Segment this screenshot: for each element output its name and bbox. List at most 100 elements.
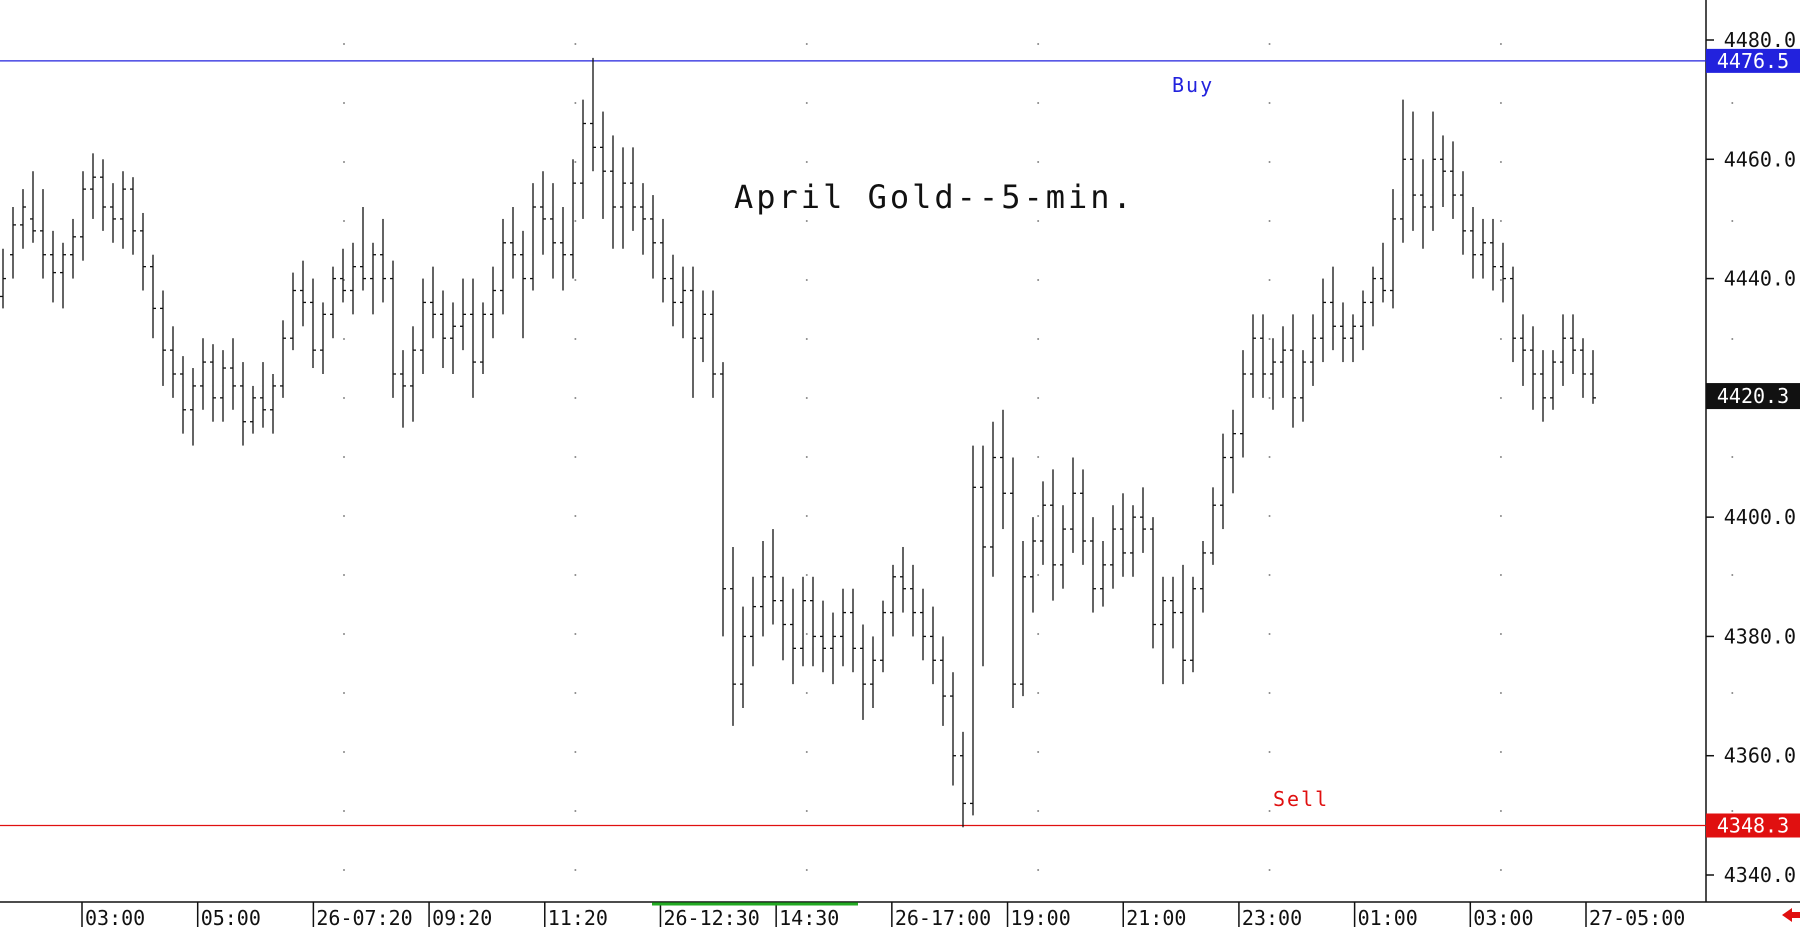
grid-dot [1268, 574, 1271, 576]
ohlc-bar [140, 212, 146, 291]
ohlc-bar [1180, 564, 1186, 685]
ohlc-bar [300, 260, 306, 327]
ohlc-bar [340, 248, 346, 303]
grid-dot [1731, 692, 1734, 694]
ohlc-bar [410, 326, 416, 422]
ohlc-bar [1280, 326, 1286, 398]
ohlc-bar [630, 147, 636, 231]
grid-dot [1037, 338, 1040, 340]
ohlc-bar [1140, 487, 1146, 553]
ohlc-bar [1330, 266, 1336, 351]
ohlc-bar [610, 135, 616, 249]
grid-dot [805, 161, 808, 163]
ohlc-bar [720, 362, 726, 637]
buy-level-badge-bg [1706, 48, 1800, 73]
grid-dot [1037, 102, 1040, 104]
grid-dot [805, 574, 808, 576]
grid-dot [343, 633, 345, 635]
price-tick-label: 4400.0 [1724, 505, 1796, 529]
grid-dot [343, 220, 345, 222]
ohlc-bar [200, 338, 206, 410]
grid-dot [1499, 692, 1502, 694]
price-tick-label: 4380.0 [1724, 624, 1796, 648]
sell-level-value: 4348.3 [1717, 813, 1789, 837]
ohlc-bar [30, 171, 36, 243]
grid-dot [1268, 869, 1271, 871]
ohlc-bar [440, 290, 446, 369]
ohlc-bar [210, 344, 216, 422]
price-bars [0, 57, 1596, 828]
ohlc-bar [820, 600, 826, 673]
grid-dot [1268, 456, 1271, 458]
grid-dot [1731, 43, 1734, 45]
grid-dot [574, 279, 577, 281]
time-tick-label: 21:00 [1126, 906, 1186, 927]
grid-dot [574, 515, 577, 517]
ohlc-bar [270, 374, 276, 434]
price-tick-label: 4360.0 [1724, 744, 1796, 768]
ohlc-bar [770, 529, 776, 625]
sell-level-badge: 4348.3 [1706, 813, 1800, 838]
grid-dot [343, 456, 345, 458]
ohlc-bar [1530, 326, 1536, 410]
grid-dot [1037, 692, 1040, 694]
time-tick-label: 23:00 [1242, 906, 1302, 927]
ohlc-bar [450, 302, 456, 374]
ohlc-bar [620, 147, 626, 249]
grid-dot [1268, 161, 1271, 163]
grid-dot [574, 161, 577, 163]
grid-dot [805, 102, 808, 104]
ohlc-bar [1310, 314, 1316, 386]
ohlc-bar [560, 207, 566, 291]
chart-title: April Gold--5-min. [734, 178, 1135, 216]
buy-annotation: Buy [1172, 73, 1214, 97]
grid-dot [1268, 338, 1271, 340]
grid-dot [1499, 43, 1502, 45]
ohlc-bar [750, 576, 756, 667]
grid-dot [1268, 810, 1271, 812]
grid-dot [805, 397, 808, 399]
ohlc-bar [150, 254, 156, 339]
ohlc-bar [420, 278, 426, 374]
grid-dot [1268, 43, 1271, 45]
ohlc-bar [280, 320, 286, 398]
grid-dot [574, 869, 577, 871]
ohlc-bar [740, 606, 746, 708]
grid-dot [1037, 810, 1040, 812]
grid-dot [343, 43, 345, 45]
ohlc-bar [510, 207, 516, 279]
ohlc-bar [1110, 505, 1116, 589]
ohlc-bar [530, 183, 536, 291]
ohlc-bar [1010, 457, 1016, 708]
grid-dot [574, 102, 577, 104]
grid-dot [574, 397, 577, 399]
time-tick-label: 05:00 [201, 906, 261, 927]
ohlc-bar [960, 731, 966, 828]
ohlc-bar [390, 260, 396, 398]
grid-dot [1268, 751, 1271, 753]
time-tick-label: 26-12:30 [663, 906, 759, 927]
time-axis: 03:00 05:00 26-07:20 09:20 11:20 26-12:30 14:3… [81, 902, 1685, 927]
grid-dot [1731, 633, 1734, 635]
ohlc-bar [170, 326, 176, 398]
ohlc-bar [240, 362, 246, 446]
grid-dot [1731, 515, 1734, 517]
ohlc-bar [1390, 189, 1396, 309]
ohlc-bar [600, 111, 606, 219]
grid-dot [1499, 397, 1502, 399]
grid-dot [343, 338, 345, 340]
price-tick-label: 4440.0 [1724, 267, 1796, 291]
grid-dot [574, 692, 577, 694]
grid-dot [805, 869, 808, 871]
ohlc-bar [430, 266, 436, 339]
grid-dot [1037, 279, 1040, 281]
scroll-left-arrow-icon[interactable] [1782, 908, 1800, 922]
ohlc-bar [320, 302, 326, 374]
sell-level-badge-bg [1706, 813, 1800, 838]
grid-dot [805, 633, 808, 635]
ohlc-bar [900, 546, 906, 613]
last-price-badge-bg [1706, 383, 1800, 410]
ohlc-bar [690, 266, 696, 398]
grid-dot [805, 279, 808, 281]
ohlc-bar [990, 421, 996, 577]
